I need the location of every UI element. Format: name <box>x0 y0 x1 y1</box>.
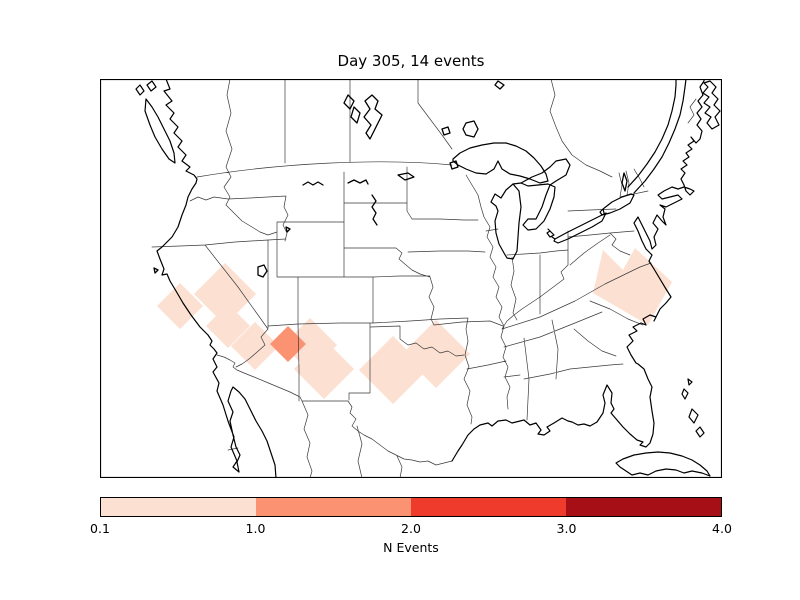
map-axes <box>100 79 722 478</box>
lake-ontario <box>599 193 635 216</box>
lake-sakakawea <box>347 179 369 185</box>
colorbar-segment-0.1-1 <box>101 498 256 516</box>
bahamas <box>681 378 705 438</box>
colorbar-tick-0.1: 0.1 <box>90 521 110 536</box>
event-cells <box>157 248 672 404</box>
colorbar-tick-4.0: 4.0 <box>712 521 732 536</box>
coastline-gulf-atlantic <box>451 79 705 462</box>
event-cell-north-carolina <box>593 248 672 325</box>
colorbar-tick-2.0: 2.0 <box>401 521 421 536</box>
event-cell-oklahoma-texas <box>402 320 470 388</box>
colorbar <box>100 497 722 517</box>
colorbar-label: N Events <box>383 540 439 555</box>
colorbar-tick-1.0: 1.0 <box>245 521 266 536</box>
state-borders <box>151 79 697 478</box>
colorbar-tick-3.0: 3.0 <box>556 521 577 536</box>
event-cell-nevada <box>157 283 203 329</box>
red-lake <box>397 172 415 181</box>
event-cell-nevada <box>194 263 256 325</box>
lake-winnipeg-cluster <box>343 94 383 140</box>
event-cell-utah-arizona-east <box>294 339 354 399</box>
lake-nipigon <box>441 80 505 138</box>
st-lawrence-river <box>627 79 687 194</box>
event-cell-nevada <box>206 304 250 348</box>
coastline-west-mexico <box>156 79 277 478</box>
lake-champlain <box>621 172 628 192</box>
event-cell-four-corners <box>270 326 306 362</box>
event-cell-arizona-west <box>231 322 279 370</box>
vancouver-island <box>135 80 176 164</box>
lake-superior <box>452 142 549 184</box>
coastlines <box>135 79 721 478</box>
cuba <box>615 451 711 477</box>
colorbar-segment-3-4 <box>566 498 721 516</box>
map-frame <box>100 79 722 478</box>
nova-scotia <box>702 80 721 130</box>
map-canvas <box>100 79 722 478</box>
lake-of-the-woods <box>449 160 459 170</box>
figure-title: Day 305, 14 events <box>337 52 485 70</box>
colorbar-segment-2-3 <box>411 498 566 516</box>
fort-peck-lake <box>302 181 324 186</box>
lake-michigan <box>490 183 522 260</box>
lake-huron <box>512 158 571 231</box>
colorbar-segment-1-2 <box>256 498 411 516</box>
lake-erie <box>546 212 607 244</box>
inland-lakes <box>153 80 628 278</box>
lake-oahe <box>371 194 378 226</box>
great-salt-lake <box>153 226 291 278</box>
